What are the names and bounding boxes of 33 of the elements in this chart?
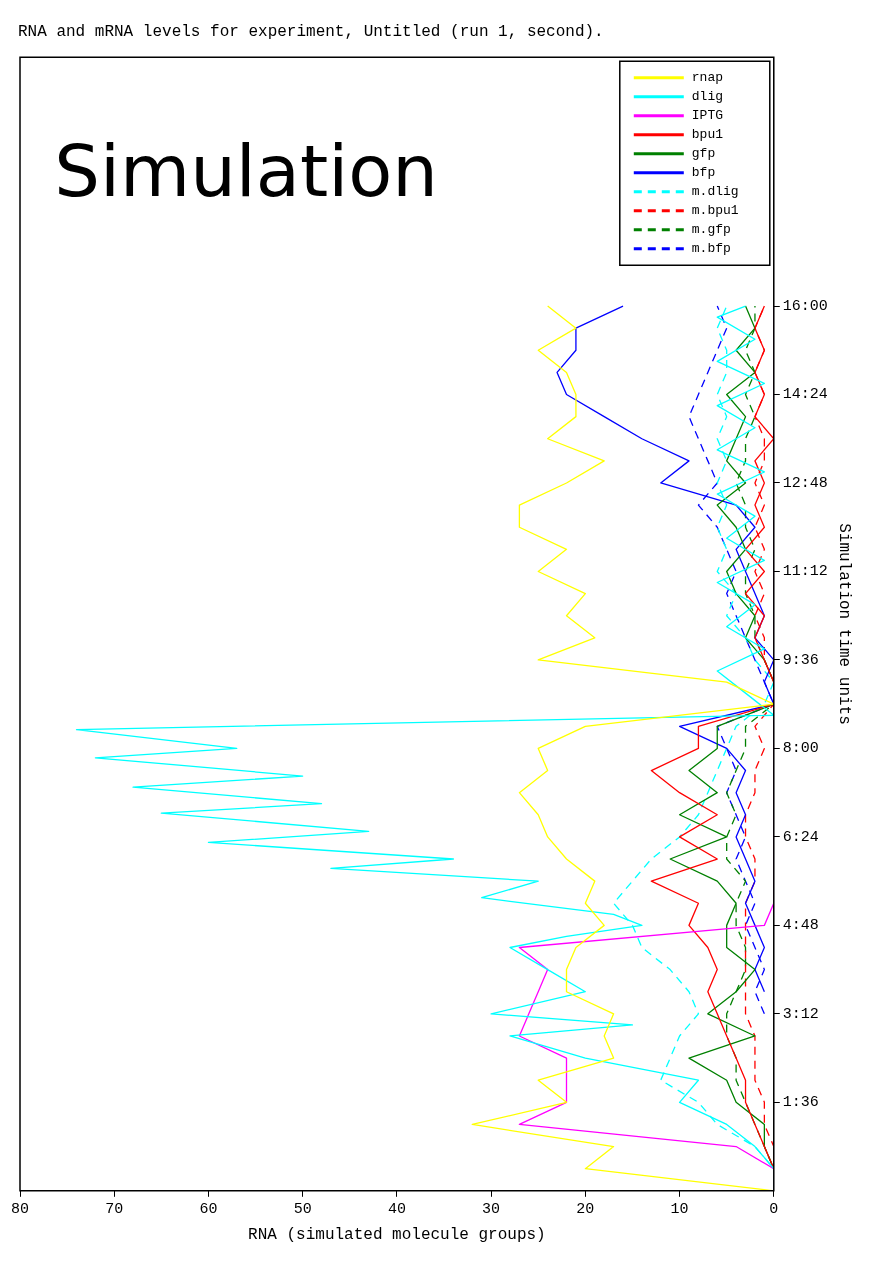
y-tick-label: 12:48 [782,474,828,492]
legend-label: gfp [691,146,716,162]
legend-label: bfp [691,165,716,181]
y-tick-label: 9:36 [782,651,819,669]
x-tick-label: 50 [293,1200,312,1218]
y-tick-label: 6:24 [782,828,819,846]
legend-label: m.bfp [691,241,731,257]
x-tick-label: 60 [199,1200,218,1218]
y-axis-title: Simulation time units [835,523,854,725]
legend-label: rnap [691,70,724,86]
x-tick-label: 20 [576,1200,595,1218]
x-tick-label: 10 [670,1200,689,1218]
legend-label: IPTG [691,108,724,124]
chart-title: RNA and mRNA levels for experiment, Untitled (run 1, second). [18,22,604,41]
y-tick-label: 3:12 [782,1005,819,1023]
y-tick-label: 8:00 [782,740,819,758]
x-tick-label: 70 [105,1200,124,1218]
y-tick-label: 1:36 [782,1094,819,1112]
legend-label: m.dlig [691,184,739,200]
legend-label: bpu1 [691,127,724,143]
y-tick-label: 4:48 [782,917,819,935]
legend-label: m.gfp [691,222,731,238]
legend-label: m.bpu1 [691,203,739,219]
legend-label: dlig [691,89,724,105]
x-tick-label: 30 [482,1200,501,1218]
x-axis-title: RNA (simulated molecule groups) [248,1225,546,1244]
x-tick-label: 80 [10,1200,30,1218]
annotation: Simulation [54,128,438,213]
x-tick-label: 40 [387,1200,406,1218]
y-tick-label: 11:12 [782,563,828,581]
x-tick-label: 0 [769,1200,779,1218]
y-tick-label: 16:00 [782,298,828,316]
y-tick-label: 14:24 [782,386,828,404]
